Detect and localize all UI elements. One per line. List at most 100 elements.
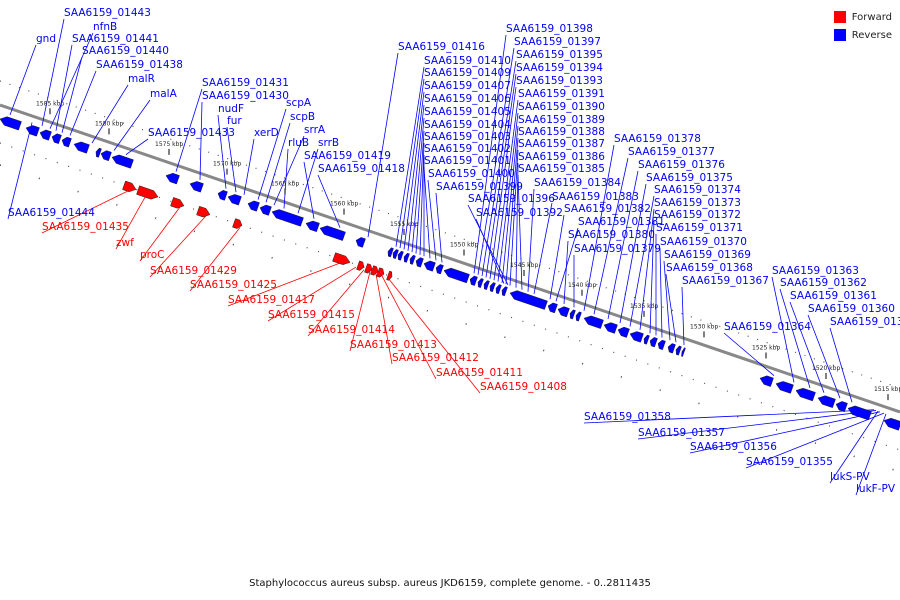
- leader-line: [771, 276, 795, 383]
- tick-label: 1585 kbp: [36, 100, 64, 107]
- gene-label: SAA6159_01417: [228, 294, 315, 306]
- leader-line: [435, 192, 443, 263]
- leader-line: [55, 44, 73, 131]
- leader-line: [515, 162, 519, 288]
- gene-label: SAA6159_01367: [682, 275, 769, 287]
- reverse-gene-arrow: [73, 141, 90, 154]
- leader-line: [303, 161, 315, 219]
- leader-line: [227, 261, 343, 307]
- gene-label: SAA6159_01369: [664, 249, 751, 261]
- gene-label: SAA6159_01382: [564, 203, 651, 215]
- leader-line: [723, 332, 775, 376]
- gene-label: SAA6159_01390: [518, 101, 605, 113]
- legend: Forward Reverse: [833, 8, 892, 44]
- leader-line: [637, 410, 877, 440]
- leader-line: [125, 138, 149, 155]
- gene-label: SAA6159_01418: [318, 163, 405, 175]
- leader-line: [779, 288, 811, 389]
- forward-swatch: [833, 11, 846, 23]
- gene-label: SAA6159_01368: [666, 262, 753, 274]
- reverse-gene-arrow: [305, 220, 320, 233]
- leader-line: [419, 142, 425, 255]
- leader-line: [807, 314, 841, 399]
- gene-label: SAA6159_01377: [628, 146, 715, 158]
- gene-label: malA: [150, 88, 178, 100]
- tick-label: 1515 kbp: [874, 386, 900, 393]
- gene-label: SAA6159_01414: [308, 324, 395, 336]
- leader-line: [789, 301, 825, 393]
- reverse-gene-arrow: [319, 225, 346, 241]
- reverse-gene-arrow: [495, 284, 502, 295]
- leader-line: [41, 18, 65, 127]
- leader-line: [297, 148, 319, 214]
- leader-line: [493, 99, 519, 281]
- reverse-gene-arrow: [667, 343, 676, 354]
- gene-label: SAA6159_01411: [436, 367, 523, 379]
- reverse-gene-arrow: [847, 405, 872, 421]
- leader-line: [199, 101, 203, 180]
- leader-line: [395, 66, 425, 247]
- gene-label: xerD: [254, 127, 279, 139]
- leader-line: [139, 206, 181, 262]
- gene-label: fur: [227, 115, 242, 127]
- leader-line: [317, 174, 341, 228]
- gene-label: SAA6159_01444: [8, 207, 95, 219]
- gene-label: zwf: [116, 237, 134, 249]
- leader-line: [115, 195, 147, 250]
- gene-label: SAA6159_01378: [614, 133, 701, 145]
- leader-line: [563, 240, 569, 305]
- gene-label: SAA6159_01360: [808, 303, 895, 315]
- gene-label: SAA6159_01410: [424, 55, 511, 67]
- gene-label: SAA6159_01419: [304, 150, 391, 162]
- leader-line: [267, 266, 357, 322]
- gene-label: lukF-PV: [856, 483, 896, 495]
- tick-label: 1535 kbp: [630, 303, 658, 310]
- reverse-gene-arrow: [51, 133, 62, 145]
- gene-label: scpA: [286, 97, 312, 109]
- reverse-gene-arrow: [111, 154, 134, 169]
- gene-label: SAA6159_01389: [518, 114, 605, 126]
- forward-gene-arrow: [376, 267, 385, 278]
- reverse-gene-arrow: [775, 381, 794, 394]
- leader-line: [517, 174, 523, 290]
- leader-line: [659, 247, 663, 338]
- tick-label: 1545 kbp: [510, 262, 538, 269]
- gene-label: SAA6159_01363: [772, 265, 859, 277]
- reverse-gene-arrow: [835, 401, 848, 413]
- reverse-gene-arrow: [25, 125, 40, 137]
- forward-gene-arrow: [356, 260, 365, 271]
- gene-label: SAA6159_01380: [568, 229, 655, 241]
- leader-line: [485, 73, 517, 278]
- genome-caption: Staphylococcus aureus subsp. aureus JKD6…: [249, 578, 651, 589]
- reverse-gene-arrow: [409, 254, 416, 265]
- gene-label: SAA6159_01412: [392, 352, 479, 364]
- gene-label: srrB: [318, 137, 339, 149]
- leader-line: [619, 183, 647, 324]
- legend-forward-label: Forward: [851, 11, 892, 23]
- leader-line: [283, 148, 289, 209]
- leader-line: [505, 137, 519, 285]
- tick-label: 1555 kbp: [390, 221, 418, 228]
- leader-line: [509, 149, 519, 286]
- gene-label: SAA6159_01400: [428, 168, 515, 180]
- reverse-gene-arrow: [435, 264, 444, 275]
- leader-line: [243, 138, 255, 195]
- gene-label: SAA6159_01393: [516, 75, 603, 87]
- leader-line: [61, 56, 83, 133]
- reverse-gene-arrow: [61, 136, 72, 148]
- leader-line: [387, 277, 481, 394]
- gene-label: rluB: [288, 137, 309, 149]
- gene-label: SAA6159_01362: [780, 277, 867, 289]
- leader-line: [226, 126, 237, 193]
- tick-label: 1520 kbp: [812, 365, 840, 372]
- gene-label: SAA6159_01392: [476, 207, 563, 219]
- leader-line: [829, 410, 879, 484]
- gene-label: SAA6159_01379: [574, 243, 661, 255]
- gene-label: SAA6159_01381: [578, 216, 665, 228]
- legend-reverse: Reverse: [833, 26, 892, 44]
- reverse-gene-arrow: [501, 286, 508, 297]
- reverse-gene-arrow: [883, 417, 900, 431]
- tick-label: 1580 kbp: [95, 120, 123, 127]
- reverse-gene-arrow: [643, 334, 650, 345]
- reverse-gene-arrow: [247, 200, 260, 212]
